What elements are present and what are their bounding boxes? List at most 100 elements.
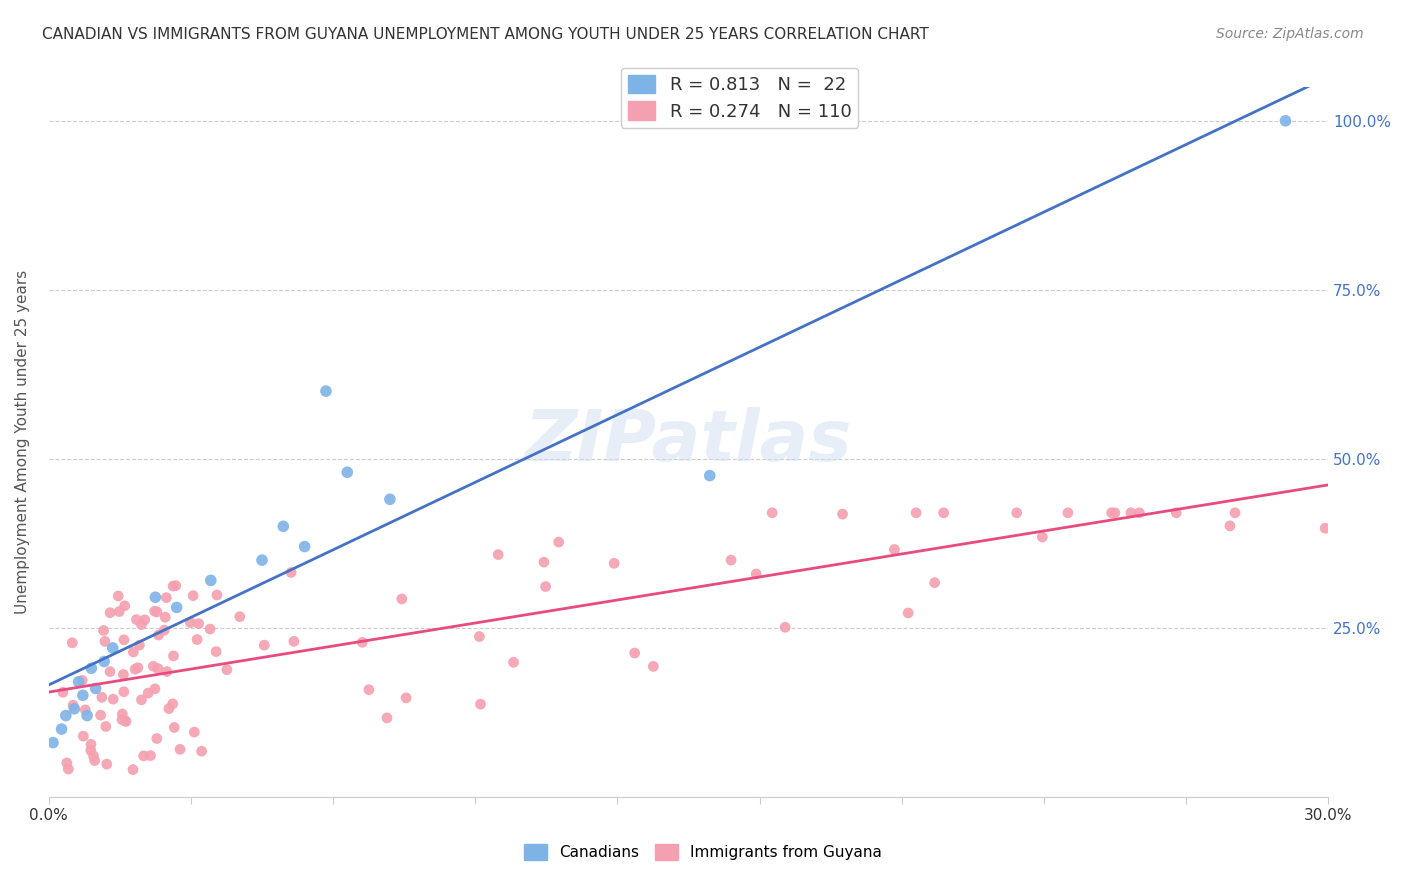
Point (143, 681, 166, 696)
Point (761, 506, 783, 520)
Point (1005, 506, 1028, 520)
Point (166, 600, 188, 615)
Point (745, 566, 768, 581)
Point (533, 555, 555, 569)
Point (63, 702, 86, 716)
Point (1219, 519, 1241, 533)
Point (179, 615, 201, 630)
Point (51, 722, 73, 736)
Point (253, 638, 276, 652)
Point (112, 667, 135, 681)
Point (502, 655, 524, 669)
Point (90, 708, 112, 723)
Point (103, 692, 125, 706)
Point (70, 673, 93, 688)
Point (93, 624, 115, 638)
Y-axis label: Unemployment Among Youth under 25 years: Unemployment Among Youth under 25 years (15, 269, 30, 614)
Point (250, 553, 273, 567)
Point (125, 613, 148, 627)
Point (395, 690, 418, 705)
Point (101, 640, 124, 655)
Point (1104, 506, 1126, 520)
Point (169, 742, 191, 756)
Point (108, 605, 131, 619)
Point (136, 686, 159, 700)
Point (905, 506, 928, 520)
Point (112, 632, 135, 647)
Point (83, 754, 105, 768)
Point (470, 697, 492, 711)
Point (131, 693, 153, 707)
Point (143, 604, 166, 618)
Point (124, 662, 146, 676)
Point (162, 579, 184, 593)
Point (80, 737, 103, 751)
Point (157, 701, 180, 715)
Point (1031, 530, 1053, 544)
Point (1274, 113, 1296, 128)
Text: ZIPatlas: ZIPatlas (524, 408, 852, 476)
Point (165, 578, 187, 592)
Point (283, 634, 305, 648)
Point (114, 599, 136, 613)
Point (229, 609, 252, 624)
Point (153, 623, 176, 637)
Point (163, 721, 186, 735)
Point (357, 682, 380, 697)
Point (58, 762, 80, 776)
Point (156, 665, 179, 679)
Point (98, 665, 121, 679)
Point (1128, 506, 1150, 520)
Point (83, 748, 105, 763)
Point (131, 617, 153, 632)
Point (1223, 506, 1246, 520)
Point (720, 553, 742, 567)
Point (699, 468, 721, 483)
Point (155, 610, 177, 624)
Point (72, 688, 94, 702)
Point (280, 566, 302, 580)
Point (146, 605, 169, 619)
Point (186, 632, 208, 647)
Point (271, 519, 294, 533)
Point (52, 685, 75, 699)
Point (1101, 506, 1123, 520)
Point (128, 638, 150, 652)
Text: Source: ZipAtlas.com: Source: ZipAtlas.com (1216, 27, 1364, 41)
Point (111, 713, 134, 727)
Point (352, 635, 374, 649)
Point (80, 743, 103, 757)
Point (200, 574, 222, 588)
Point (162, 697, 184, 711)
Point (96, 757, 118, 772)
Point (56, 756, 79, 770)
Point (90, 690, 112, 705)
Point (294, 540, 316, 554)
Point (468, 630, 491, 644)
Point (55, 708, 77, 723)
Point (84, 681, 107, 696)
Point (190, 744, 212, 758)
Point (375, 711, 398, 725)
Point (67, 674, 90, 689)
Point (114, 714, 136, 728)
Point (215, 663, 238, 677)
Point (181, 589, 204, 603)
Legend: R = 0.813   N =  22, R = 0.274   N = 110: R = 0.813 N = 22, R = 0.274 N = 110 (621, 68, 859, 128)
Point (1315, 521, 1337, 535)
Point (62, 698, 84, 713)
Point (162, 648, 184, 663)
Text: CANADIAN VS IMMIGRANTS FROM GUYANA UNEMPLOYMENT AMONG YOUTH UNDER 25 YEARS CORRE: CANADIAN VS IMMIGRANTS FROM GUYANA UNEMP… (42, 27, 929, 42)
Point (773, 620, 796, 634)
Point (93, 655, 115, 669)
Point (60, 636, 83, 650)
Point (643, 659, 665, 673)
Point (142, 659, 165, 673)
Point (146, 662, 169, 676)
Point (924, 575, 946, 590)
Point (623, 646, 645, 660)
Point (603, 557, 626, 571)
Point (932, 506, 955, 520)
Point (148, 628, 170, 642)
Point (205, 645, 228, 659)
